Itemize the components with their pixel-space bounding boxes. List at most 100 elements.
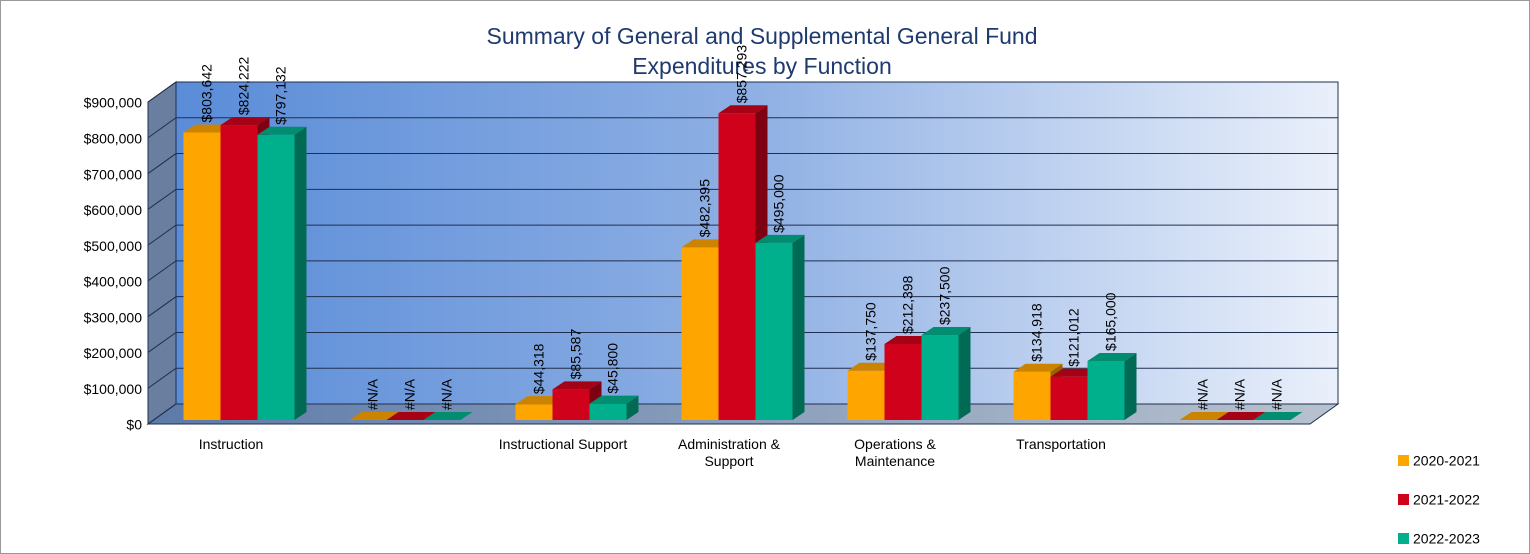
data-label: $857,293 — [734, 45, 750, 104]
bar-top — [921, 327, 971, 336]
bar-top — [515, 396, 565, 405]
chart-title: Summary of General and Supplemental Gene… — [486, 23, 1037, 49]
grid-line — [147, 81, 1338, 103]
bar-front — [1050, 376, 1088, 420]
bar-top — [423, 412, 473, 420]
y-tick-label: $900,000 — [84, 95, 143, 111]
bar-top — [718, 105, 768, 114]
x-tick-label: Instructional Support — [498, 436, 628, 452]
data-label: $482,395 — [697, 179, 713, 238]
data-label: $212,398 — [900, 275, 916, 334]
bar — [1087, 352, 1137, 420]
grid-line — [147, 153, 1338, 174]
bar-front — [220, 125, 258, 420]
data-label: $44,318 — [531, 343, 547, 394]
bar-top — [847, 362, 897, 371]
bar-top — [755, 234, 805, 243]
bar — [257, 126, 307, 420]
bar — [349, 412, 399, 420]
x-tick-label: Administration & Support — [678, 436, 780, 469]
bar-top — [884, 336, 934, 345]
grid-line — [147, 117, 1338, 139]
bar-front — [681, 247, 719, 420]
x-tick-label-box: Operations & Maintenance — [854, 436, 936, 469]
y-tick-label: $400,000 — [84, 274, 143, 290]
bar-top — [386, 412, 436, 420]
side-wall — [147, 81, 177, 425]
bar-front — [847, 370, 885, 420]
x-tick-label-box: Administration & Support — [678, 436, 780, 469]
y-tick-label: $800,000 — [84, 130, 143, 146]
bar-top — [220, 117, 270, 126]
bar-front — [589, 403, 627, 420]
data-label: $85,587 — [568, 329, 584, 380]
bar-side — [1124, 352, 1137, 420]
data-label: $121,012 — [1066, 308, 1082, 367]
x-tick-label: Operations & Maintenance — [854, 436, 936, 469]
data-label: $45,800 — [605, 343, 621, 394]
x-tick-label-box: Instructional Support — [498, 436, 628, 452]
x-tick-label: Transportation — [1016, 436, 1106, 452]
bar-side — [792, 234, 805, 420]
legend-swatch — [1398, 455, 1409, 466]
bar-side — [626, 395, 639, 420]
data-label: #N/A — [439, 378, 455, 410]
bar-front — [257, 134, 295, 420]
data-label: $797,132 — [273, 66, 289, 125]
grid-line — [147, 260, 1338, 282]
bar-top — [1087, 352, 1137, 361]
bar-front — [884, 344, 922, 420]
bar-front — [552, 389, 590, 420]
bar-top — [552, 381, 602, 390]
bar — [1253, 412, 1303, 420]
bar — [1216, 412, 1266, 420]
legend-swatch — [1398, 533, 1409, 544]
bar-side — [294, 126, 307, 420]
y-tick-label: $200,000 — [84, 345, 143, 361]
bar-front — [515, 404, 553, 420]
y-tick-label: $300,000 — [84, 309, 143, 325]
y-tick-label: $500,000 — [84, 238, 143, 254]
legend-swatch — [1398, 494, 1409, 505]
bar-top — [1253, 412, 1303, 420]
bar-top — [589, 395, 639, 404]
bar-front — [1013, 371, 1051, 420]
grid-line — [147, 296, 1338, 318]
bar — [386, 412, 436, 420]
data-label: #N/A — [1232, 378, 1248, 410]
bar-front — [718, 113, 756, 421]
data-label: #N/A — [402, 378, 418, 410]
bar-front — [183, 132, 221, 421]
data-label: $803,642 — [199, 64, 215, 123]
data-label: $237,500 — [937, 266, 953, 325]
y-tick-label: $700,000 — [84, 166, 143, 182]
grid-line — [147, 224, 1338, 246]
bar — [755, 234, 805, 420]
bar — [515, 396, 565, 420]
legend-label: 2022-2023 — [1413, 531, 1480, 547]
bar-front — [1087, 360, 1125, 420]
bar-top — [257, 126, 307, 135]
bar-top — [681, 239, 731, 248]
bar-top — [349, 412, 399, 420]
bar-front — [921, 335, 959, 420]
data-label: #N/A — [1269, 378, 1285, 410]
x-tick-label-box: Instruction — [199, 436, 264, 452]
data-label: $824,222 — [236, 57, 252, 116]
bar-top — [1050, 368, 1100, 377]
bar-top — [1216, 412, 1266, 420]
bar — [1179, 412, 1229, 420]
bar-top — [1179, 412, 1229, 420]
bar-top — [1013, 363, 1063, 372]
bar-front — [755, 242, 793, 420]
data-label: #N/A — [1195, 378, 1211, 410]
bar-side — [958, 327, 971, 420]
data-label: $165,000 — [1103, 292, 1119, 351]
grid-line — [147, 188, 1338, 210]
chart-title: Expenditures by Function — [632, 53, 892, 79]
bar-top — [183, 124, 233, 133]
y-tick-label: $0 — [126, 417, 142, 433]
data-label: $134,918 — [1029, 303, 1045, 362]
legend-label: 2020-2021 — [1413, 453, 1480, 469]
